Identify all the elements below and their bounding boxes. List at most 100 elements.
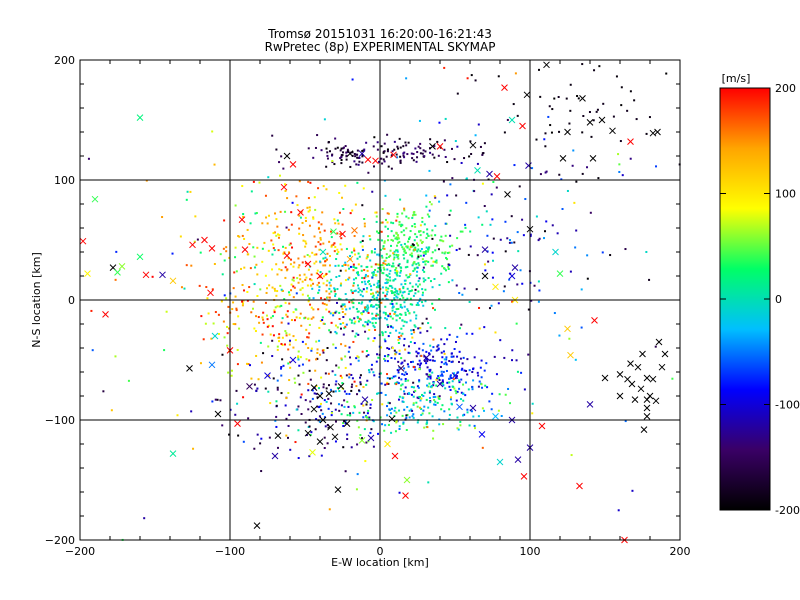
scatter-dot [497, 75, 500, 78]
scatter-dot [368, 329, 371, 332]
scatter-dot [394, 268, 397, 271]
scatter-dot [413, 390, 416, 393]
scatter-dot [474, 134, 477, 137]
scatter-dot [319, 231, 322, 234]
scatter-dot [488, 400, 491, 403]
scatter-dot [448, 418, 451, 421]
scatter-dot [317, 221, 320, 224]
scatter-cross [343, 420, 351, 427]
scatter-dot [278, 268, 281, 271]
scatter-dot [400, 327, 403, 330]
scatter-dot [349, 356, 352, 359]
scatter-dot [438, 284, 441, 287]
scatter-dot [273, 309, 276, 312]
scatter-dot [342, 322, 345, 325]
scatter-dot [338, 317, 341, 320]
scatter-dot [381, 264, 384, 267]
scatter-dot [352, 278, 355, 281]
scatter-dot [407, 345, 410, 348]
scatter-dot [453, 387, 456, 390]
scatter-cross [79, 237, 87, 245]
scatter-dot [432, 346, 435, 349]
scatter-dot [394, 375, 397, 378]
scatter-dot [370, 363, 373, 366]
scatter-dot [402, 421, 405, 424]
scatter-dot [419, 254, 422, 257]
scatter-dot [319, 238, 322, 241]
scatter-dot [359, 318, 362, 321]
scatter-dot [620, 86, 623, 89]
scatter-dot [577, 97, 580, 100]
scatter-dot [377, 280, 380, 283]
scatter-dot [478, 327, 481, 330]
scatter-cross [169, 277, 177, 285]
scatter-dot [375, 220, 378, 223]
scatter-cross [511, 264, 519, 271]
scatter-dot [287, 391, 290, 394]
scatter-dot [249, 364, 252, 367]
scatter-dot [450, 361, 453, 364]
scatter-dot [315, 385, 318, 388]
scatter-dot [334, 264, 337, 267]
scatter-dot [387, 401, 390, 404]
scatter-dot [425, 384, 428, 387]
scatter-cross [519, 122, 526, 130]
scatter-dot [383, 179, 386, 182]
scatter-dot [458, 350, 461, 353]
scatter-dot [454, 340, 457, 343]
scatter-dot [398, 395, 401, 398]
scatter-dot [373, 283, 376, 286]
scatter-dot [386, 381, 389, 384]
scatter-dot [176, 414, 179, 417]
scatter-dot [323, 229, 326, 232]
scatter-dot [334, 222, 337, 225]
scatter-dot [325, 284, 328, 287]
scatter-dot [503, 131, 506, 134]
scatter-cross [609, 127, 616, 135]
scatter-dot [449, 234, 452, 237]
scatter-dot [322, 383, 325, 386]
scatter-dot [387, 287, 390, 290]
scatter-dot [410, 332, 413, 335]
scatter-dot [249, 222, 252, 225]
scatter-dot [416, 405, 419, 408]
scatter-dot [325, 308, 328, 311]
scatter-dot [323, 436, 326, 439]
scatter-cross [327, 423, 334, 431]
scatter-dot [365, 141, 368, 144]
scatter-dot [481, 386, 484, 389]
scatter-dot [323, 446, 326, 449]
scatter-dot [289, 263, 292, 266]
scatter-dot [351, 78, 354, 81]
scatter-dot [255, 315, 258, 318]
scatter-dot [308, 206, 311, 209]
scatter-dot [333, 218, 336, 221]
scatter-cross [492, 283, 499, 291]
scatter-dot [566, 189, 569, 192]
colorbar-tick-label: 200 [775, 82, 796, 95]
scatter-dot [428, 370, 431, 373]
scatter-dot [471, 332, 474, 335]
scatter-dot [306, 206, 309, 209]
scatter-dot [249, 267, 252, 270]
scatter-dot [431, 264, 434, 267]
scatter-dot [629, 90, 632, 93]
scatter-dot [429, 400, 432, 403]
scatter-dot [448, 359, 451, 362]
scatter-dot [427, 234, 430, 237]
scatter-dot [400, 243, 403, 246]
scatter-dot [161, 216, 164, 219]
scatter-dot [110, 409, 113, 412]
scatter-dot [586, 277, 589, 280]
scatter-dot [425, 317, 428, 320]
scatter-dot [232, 287, 235, 290]
scatter-dot [366, 254, 369, 257]
scatter-dot [449, 398, 452, 401]
scatter-dot [370, 305, 373, 308]
scatter-dot [334, 420, 337, 423]
scatter-dot [343, 390, 346, 393]
scatter-dot [431, 153, 434, 156]
scatter-dot [398, 220, 401, 223]
